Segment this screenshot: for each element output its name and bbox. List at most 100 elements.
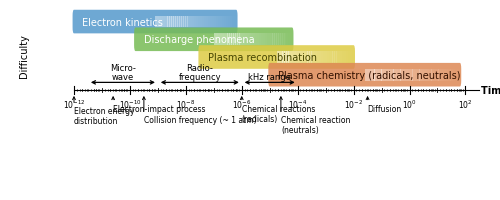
Bar <box>296 52 298 64</box>
Bar <box>374 69 377 81</box>
FancyBboxPatch shape <box>198 46 355 69</box>
Text: Electron-impact process: Electron-impact process <box>113 104 206 113</box>
Bar <box>278 34 280 46</box>
FancyBboxPatch shape <box>134 28 294 52</box>
Bar <box>319 52 321 64</box>
Bar <box>212 17 214 28</box>
Bar <box>259 34 261 46</box>
Bar <box>214 34 216 46</box>
Bar <box>170 17 172 28</box>
Bar <box>167 17 170 28</box>
Bar <box>432 69 434 81</box>
Bar <box>274 34 276 46</box>
Bar <box>336 52 338 64</box>
Bar <box>414 69 418 81</box>
Bar <box>284 52 286 64</box>
Bar <box>276 52 279 64</box>
Bar <box>352 52 354 64</box>
Bar <box>286 52 288 64</box>
Bar <box>241 34 244 46</box>
Bar <box>280 34 282 46</box>
Bar <box>398 69 400 81</box>
Bar <box>328 52 331 64</box>
Bar <box>257 34 259 46</box>
Bar <box>330 52 332 64</box>
Bar <box>312 52 314 64</box>
Bar <box>251 34 253 46</box>
Bar <box>382 69 384 81</box>
Bar <box>222 17 224 28</box>
Bar <box>243 34 246 46</box>
Bar <box>310 52 312 64</box>
Bar <box>321 52 323 64</box>
Bar <box>226 34 228 46</box>
Text: Chemical reactions
(radicals): Chemical reactions (radicals) <box>242 104 315 123</box>
Bar <box>386 69 389 81</box>
Text: Chemical reaction
(neutrals): Chemical reaction (neutrals) <box>281 116 350 135</box>
Bar <box>157 17 160 28</box>
Bar <box>216 34 218 46</box>
Bar <box>174 17 176 28</box>
Bar <box>230 34 232 46</box>
Bar <box>300 52 302 64</box>
Bar <box>282 34 284 46</box>
Bar <box>434 69 436 81</box>
Bar <box>224 17 226 28</box>
Text: Plasma chemistry (radicals, neutrals): Plasma chemistry (radicals, neutrals) <box>278 70 460 80</box>
Bar <box>334 52 336 64</box>
Bar <box>294 52 296 64</box>
Bar <box>261 34 263 46</box>
Text: 10$^{2}$: 10$^{2}$ <box>458 98 473 110</box>
Bar <box>204 17 206 28</box>
Bar <box>224 34 226 46</box>
Bar <box>192 17 194 28</box>
Bar <box>232 34 234 46</box>
Bar <box>400 69 403 81</box>
Bar <box>220 34 222 46</box>
Bar <box>391 69 394 81</box>
Bar <box>420 69 422 81</box>
Bar <box>262 34 265 46</box>
Text: 10$^{-12}$: 10$^{-12}$ <box>62 98 86 110</box>
Bar <box>176 17 178 28</box>
Bar <box>230 17 232 28</box>
Bar <box>448 69 450 81</box>
Bar <box>403 69 406 81</box>
Bar <box>342 52 344 64</box>
Bar <box>396 69 398 81</box>
Bar <box>202 17 204 28</box>
Text: Electron energy
distribution: Electron energy distribution <box>74 106 134 125</box>
Bar <box>372 69 374 81</box>
Bar <box>180 17 182 28</box>
Bar <box>388 69 391 81</box>
FancyBboxPatch shape <box>72 11 237 34</box>
Bar <box>210 17 212 28</box>
Bar <box>188 17 190 28</box>
Bar <box>298 52 300 64</box>
Bar <box>249 34 251 46</box>
Bar <box>282 52 284 64</box>
Bar <box>346 52 348 64</box>
Bar <box>228 17 230 28</box>
Text: Micro-
wave: Micro- wave <box>110 63 136 82</box>
Bar <box>253 34 255 46</box>
Text: Collision frequency (~ 1 atm): Collision frequency (~ 1 atm) <box>144 116 256 125</box>
Bar <box>161 17 164 28</box>
Bar <box>218 17 220 28</box>
Text: Diffusion: Diffusion <box>368 104 402 113</box>
Bar <box>266 34 269 46</box>
Bar <box>313 52 316 64</box>
Text: 10$^{-10}$: 10$^{-10}$ <box>118 98 142 110</box>
Bar <box>159 17 162 28</box>
Bar <box>184 17 186 28</box>
Bar <box>206 17 208 28</box>
Bar <box>190 17 192 28</box>
Bar <box>290 52 292 64</box>
Bar <box>446 69 448 81</box>
Bar <box>278 52 281 64</box>
Bar <box>290 34 292 46</box>
Bar <box>325 52 327 64</box>
Bar <box>216 17 218 28</box>
FancyBboxPatch shape <box>268 64 461 87</box>
Bar <box>304 52 306 64</box>
